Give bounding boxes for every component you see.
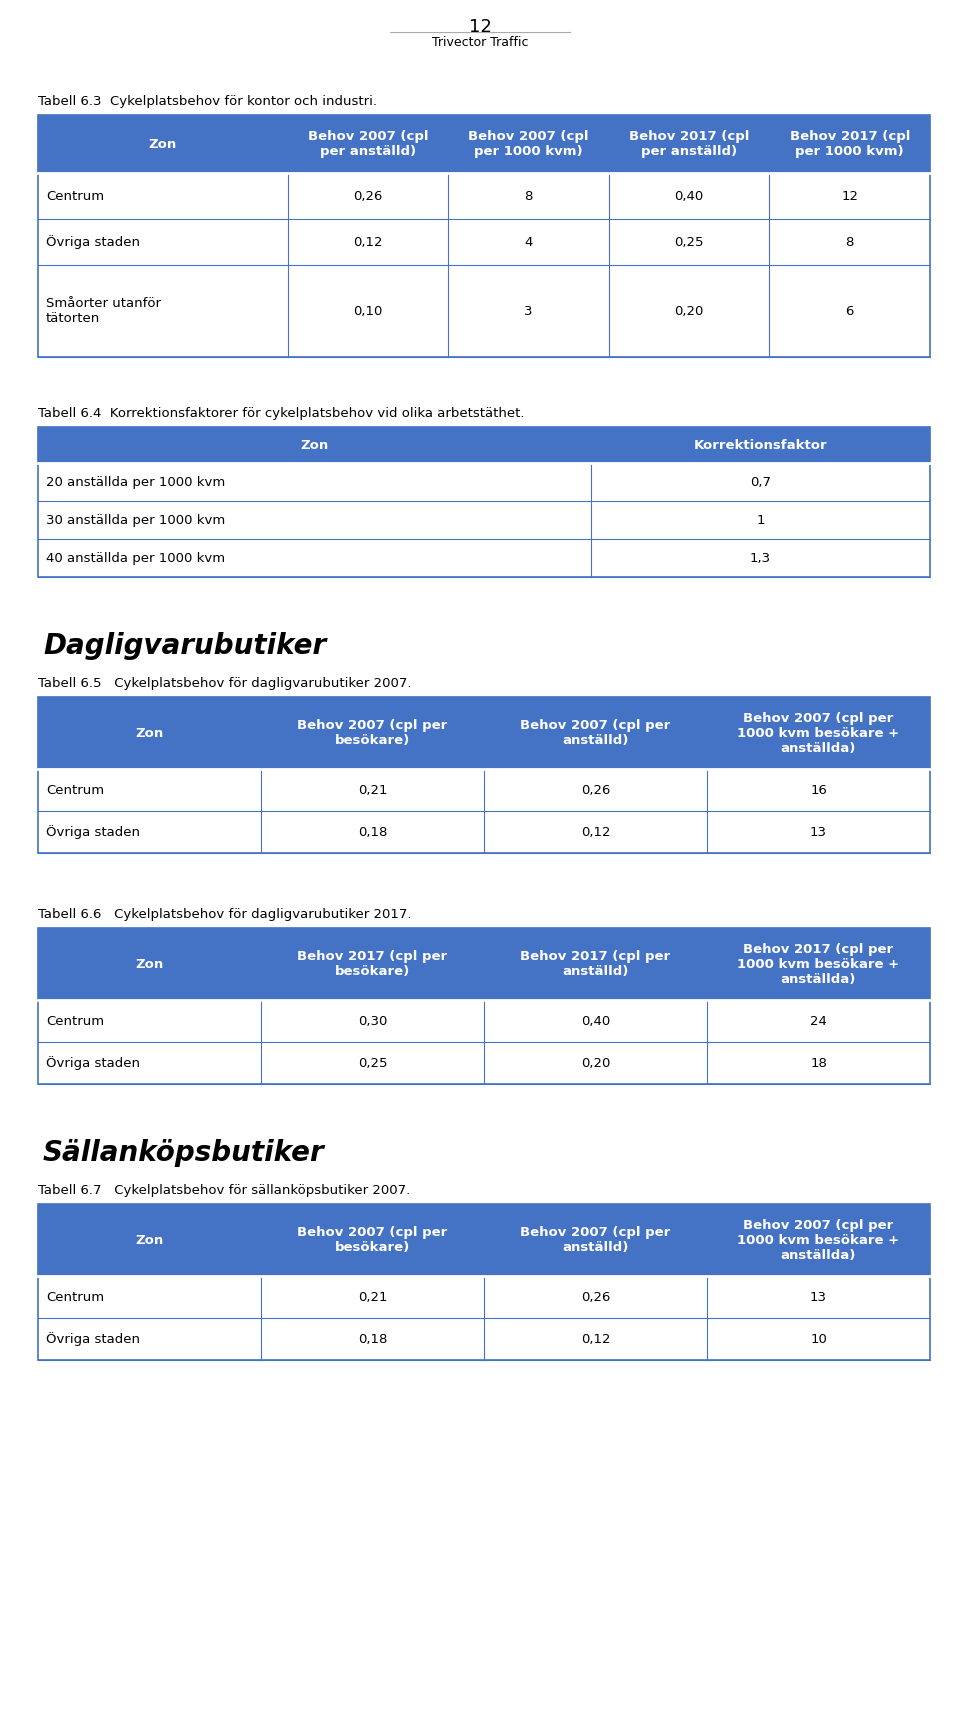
Text: 0,20: 0,20	[675, 304, 704, 318]
Text: Behov 2007 (cpl
per 1000 kvm): Behov 2007 (cpl per 1000 kvm)	[468, 131, 588, 158]
Text: Behov 2017 (cpl per
anställd): Behov 2017 (cpl per anställd)	[520, 951, 671, 978]
Text: Behov 2007 (cpl per
besökare): Behov 2007 (cpl per besökare)	[298, 719, 447, 748]
Text: Behov 2007 (cpl per
anställd): Behov 2007 (cpl per anställd)	[520, 719, 671, 748]
Text: 0,25: 0,25	[358, 1057, 387, 1069]
Text: Övriga staden: Övriga staden	[46, 1055, 140, 1069]
Text: 0,21: 0,21	[358, 1291, 387, 1303]
Text: Behov 2007 (cpl per
besökare): Behov 2007 (cpl per besökare)	[298, 1226, 447, 1253]
Text: 0,26: 0,26	[353, 189, 383, 203]
Bar	[38, 1203, 930, 1360]
Text: Zon: Zon	[149, 138, 177, 151]
Text: 0,18: 0,18	[358, 825, 387, 839]
Text: 0,26: 0,26	[581, 784, 611, 796]
Text: 1,3: 1,3	[750, 552, 771, 564]
Bar	[38, 500, 930, 540]
Text: Tabell 6.5   Cykelplatsbehov för dagligvarubutiker 2007.: Tabell 6.5 Cykelplatsbehov för dagligvar…	[38, 677, 412, 689]
Text: 3: 3	[524, 304, 533, 318]
Text: Zon: Zon	[135, 1234, 163, 1246]
Text: 0,18: 0,18	[358, 1332, 387, 1346]
Text: Sällanköpsbutiker: Sällanköpsbutiker	[43, 1140, 324, 1167]
Text: 0,12: 0,12	[581, 1332, 611, 1346]
Text: Tabell 6.3  Cykelplatsbehov för kontor och industri.: Tabell 6.3 Cykelplatsbehov för kontor oc…	[38, 95, 377, 108]
Text: 1: 1	[756, 514, 765, 526]
Bar	[38, 768, 930, 811]
Text: 0,40: 0,40	[581, 1014, 611, 1028]
Text: 12: 12	[841, 189, 858, 203]
Text: 8: 8	[846, 236, 853, 249]
Text: Centrum: Centrum	[46, 1014, 104, 1028]
Bar	[38, 928, 930, 1085]
Text: 0,12: 0,12	[353, 236, 383, 249]
Text: 0,40: 0,40	[675, 189, 704, 203]
Bar	[38, 928, 930, 1000]
Text: 13: 13	[810, 1291, 827, 1303]
Bar	[38, 426, 930, 462]
Text: 0,25: 0,25	[675, 236, 704, 249]
Text: Zon: Zon	[300, 438, 328, 452]
Text: Centrum: Centrum	[46, 784, 104, 796]
Bar	[38, 218, 930, 265]
Text: 0,10: 0,10	[353, 304, 383, 318]
Text: Övriga staden: Övriga staden	[46, 236, 140, 249]
Bar	[38, 115, 930, 174]
Text: Behov 2017 (cpl
per 1000 kvm): Behov 2017 (cpl per 1000 kvm)	[789, 131, 910, 158]
Text: 0,20: 0,20	[581, 1057, 611, 1069]
Text: 8: 8	[524, 189, 533, 203]
Text: Småorter utanför
tätorten: Småorter utanför tätorten	[46, 297, 161, 325]
Text: Övriga staden: Övriga staden	[46, 1332, 140, 1346]
Text: Zon: Zon	[135, 727, 163, 739]
Text: Behov 2007 (cpl per
1000 kvm besökare +
anställda): Behov 2007 (cpl per 1000 kvm besökare + …	[737, 712, 900, 755]
Bar	[38, 1275, 930, 1318]
Bar	[38, 1000, 930, 1042]
Bar	[38, 811, 930, 853]
Text: 16: 16	[810, 784, 827, 796]
Text: Korrektionsfaktor: Korrektionsfaktor	[694, 438, 828, 452]
Bar	[38, 540, 930, 578]
Text: 30 anställda per 1000 kvm: 30 anställda per 1000 kvm	[46, 514, 226, 526]
Text: Tabell 6.4  Korrektionsfaktorer för cykelplatsbehov vid olika arbetstäthet.: Tabell 6.4 Korrektionsfaktorer för cykel…	[38, 407, 524, 419]
Text: 6: 6	[846, 304, 853, 318]
Bar	[38, 696, 930, 853]
Text: Centrum: Centrum	[46, 189, 104, 203]
Text: 40 anställda per 1000 kvm: 40 anställda per 1000 kvm	[46, 552, 226, 564]
Text: 24: 24	[810, 1014, 827, 1028]
Text: Dagligvarubutiker: Dagligvarubutiker	[43, 633, 326, 660]
Text: Behov 2017 (cpl per
besökare): Behov 2017 (cpl per besökare)	[298, 951, 447, 978]
Text: 20 anställda per 1000 kvm: 20 anställda per 1000 kvm	[46, 476, 226, 488]
Text: 13: 13	[810, 825, 827, 839]
Text: Behov 2017 (cpl per
1000 kvm besökare +
anställda): Behov 2017 (cpl per 1000 kvm besökare + …	[737, 942, 900, 985]
Bar	[38, 174, 930, 218]
Text: Behov 2007 (cpl
per anställd): Behov 2007 (cpl per anställd)	[308, 131, 428, 158]
Bar	[38, 115, 930, 358]
Text: Zon: Zon	[135, 957, 163, 971]
Text: 10: 10	[810, 1332, 827, 1346]
Text: 12: 12	[468, 17, 492, 36]
Bar	[38, 462, 930, 500]
Text: Tabell 6.6   Cykelplatsbehov för dagligvarubutiker 2017.: Tabell 6.6 Cykelplatsbehov för dagligvar…	[38, 908, 412, 921]
Text: 0,12: 0,12	[581, 825, 611, 839]
Text: 0,7: 0,7	[750, 476, 771, 488]
Text: Behov 2007 (cpl per
1000 kvm besökare +
anställda): Behov 2007 (cpl per 1000 kvm besökare + …	[737, 1219, 900, 1262]
Bar	[38, 1042, 930, 1085]
Text: Övriga staden: Övriga staden	[46, 825, 140, 839]
Bar	[38, 1318, 930, 1360]
Text: 0,30: 0,30	[358, 1014, 387, 1028]
Text: 0,21: 0,21	[358, 784, 387, 796]
Text: 4: 4	[524, 236, 533, 249]
Text: Behov 2007 (cpl per
anställd): Behov 2007 (cpl per anställd)	[520, 1226, 671, 1253]
Text: 18: 18	[810, 1057, 827, 1069]
Text: Behov 2017 (cpl
per anställd): Behov 2017 (cpl per anställd)	[629, 131, 750, 158]
Text: 0,26: 0,26	[581, 1291, 611, 1303]
Bar	[38, 265, 930, 358]
Bar	[38, 1203, 930, 1275]
Bar	[38, 696, 930, 768]
Text: Centrum: Centrum	[46, 1291, 104, 1303]
Text: Tabell 6.7   Cykelplatsbehov för sällanköpsbutiker 2007.: Tabell 6.7 Cykelplatsbehov för sällanköp…	[38, 1184, 410, 1196]
Bar	[38, 426, 930, 578]
Text: Trivector Traffic: Trivector Traffic	[432, 36, 528, 50]
